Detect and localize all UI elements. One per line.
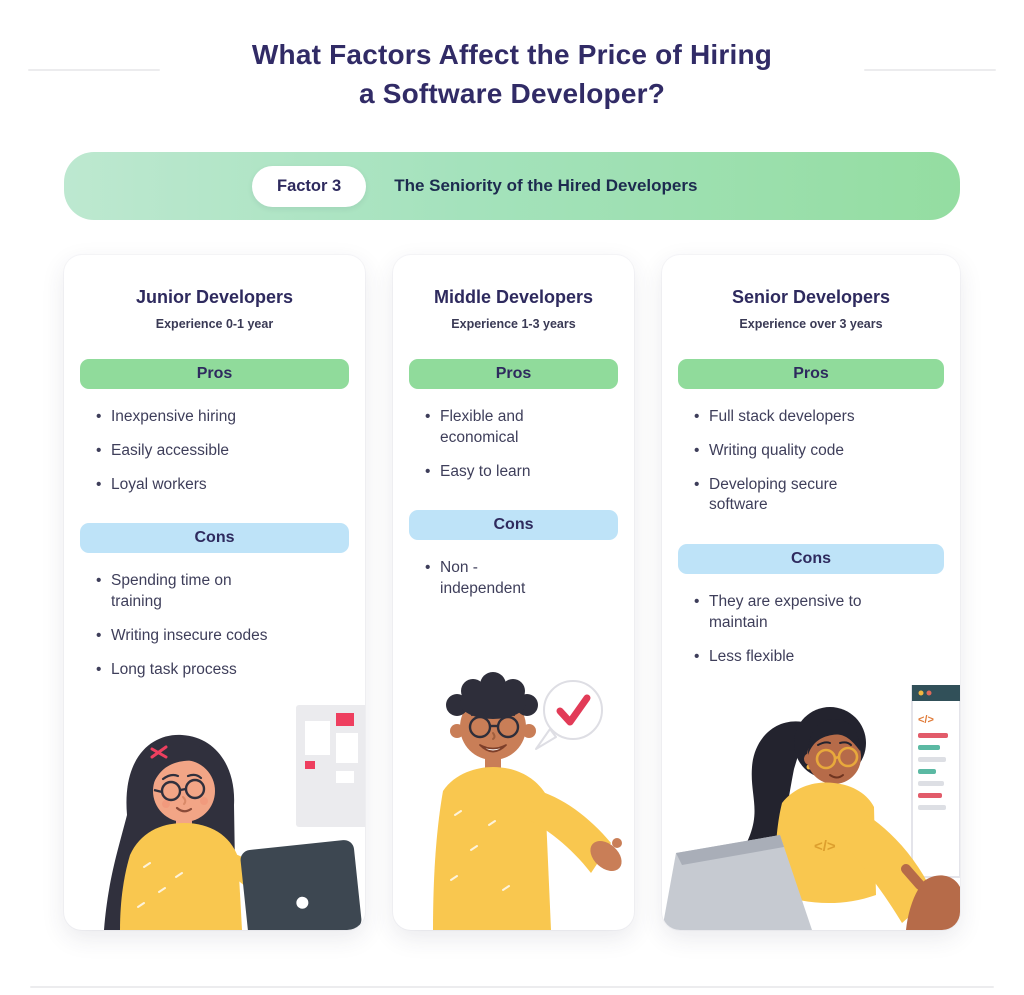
- card-senior-developers: Senior Developers Experience over 3 year…: [662, 255, 960, 930]
- pros-item: • Writing quality code: [694, 441, 944, 462]
- card-title-senior: Senior Developers: [731, 287, 891, 307]
- cons-header-junior: Cons: [80, 523, 349, 554]
- pros-list-junior: • Inexpensive hiring • Easily accessible •…: [96, 407, 349, 495]
- decorative-line-top-right: [864, 69, 996, 71]
- pros-header-senior: Pros: [678, 359, 944, 389]
- pros-item: • Full stack developers: [694, 407, 944, 428]
- pros-list-senior: • Full stack developers • Writing quality …: [694, 407, 944, 516]
- pros-item: • Flexible and economical: [425, 407, 618, 449]
- junior-developer-illustration: [64, 695, 365, 930]
- laptop-icon: [240, 840, 362, 930]
- bullet-dot: •: [694, 441, 700, 459]
- pros-item: • Developing secure software: [694, 475, 944, 517]
- page-title-line-2: a Software Developer?: [358, 77, 666, 109]
- page-title: What Factors Affect the Price of Hiring …: [0, 36, 1024, 113]
- senior-arm-and-hand: [847, 815, 960, 930]
- pros-item: • Easy to learn: [425, 462, 618, 483]
- page-title-line-1: What Factors Affect the Price of Hiring: [251, 39, 773, 70]
- bullet-dot: •: [96, 660, 102, 678]
- card-subtitle-junior: Experience 0-1 year: [155, 317, 274, 331]
- cons-list-junior: • Spending time on training • Writing inse…: [96, 571, 349, 680]
- decorative-line-bottom: [30, 986, 994, 988]
- bullet-dot: •: [96, 572, 102, 590]
- card-subtitle-middle: Experience 1-3 years: [451, 317, 576, 331]
- pros-item: • Inexpensive hiring: [96, 407, 349, 428]
- pros-header-junior: Pros: [80, 359, 349, 389]
- senior-developer-illustration: </>: [662, 685, 960, 930]
- cons-list-senior: • They are expensive to maintain • Less fl…: [694, 592, 944, 667]
- decorative-line-top-left: [28, 69, 160, 71]
- card-subtitle-senior: Experience over 3 years: [739, 317, 883, 331]
- cons-item: • Non - independent: [425, 558, 618, 600]
- bullet-dot: •: [425, 462, 431, 480]
- cons-header-senior: Cons: [678, 544, 944, 575]
- bullet-dot: •: [96, 626, 102, 644]
- cons-item: • They are expensive to maintain: [694, 592, 944, 634]
- bullet-dot: •: [694, 475, 700, 493]
- cons-item: • Writing insecure codes: [96, 626, 349, 647]
- whiteboard-icon: [296, 705, 365, 827]
- pros-header-middle: Pros: [409, 359, 618, 389]
- bullet-dot: •: [425, 559, 431, 577]
- card-title-junior: Junior Developers: [135, 287, 294, 307]
- bullet-dot: •: [694, 647, 700, 665]
- cons-item: • Less flexible: [694, 647, 944, 668]
- checkmark-bubble-icon: [535, 680, 603, 750]
- bullet-dot: •: [694, 408, 700, 425]
- cons-header-middle: Cons: [409, 510, 618, 541]
- card-middle-developers: Middle Developers Experience 1-3 years P…: [393, 255, 634, 930]
- cons-list-middle: • Non - independent: [425, 558, 618, 600]
- bullet-dot: •: [96, 441, 102, 459]
- bullet-dot: •: [694, 593, 700, 611]
- factor-number-badge: Factor 3: [252, 165, 367, 207]
- bullet-dot: •: [96, 408, 102, 425]
- cons-item: • Long task process: [96, 660, 349, 681]
- cons-item: • Spending time on training: [96, 571, 349, 613]
- bullet-dot: •: [96, 475, 102, 493]
- seniority-cards-row: Junior Developers Experience 0-1 year Pr…: [64, 255, 960, 930]
- code-window-icon: </>: [911, 685, 960, 878]
- factor-banner-title: The Seniority of the Hired Developers: [394, 176, 698, 195]
- middle-man-figure: [433, 672, 622, 930]
- bullet-dot: •: [425, 408, 431, 425]
- pros-item: • Loyal workers: [96, 475, 349, 496]
- pros-list-middle: • Flexible and economical • Easy to learn: [425, 407, 618, 482]
- card-title-middle: Middle Developers: [433, 287, 594, 307]
- junior-girl-figure: [104, 734, 286, 930]
- pros-item: • Easily accessible: [96, 441, 349, 462]
- gray-laptop-icon: [662, 835, 812, 930]
- code-glyph-shirt: </>: [814, 838, 836, 855]
- card-junior-developers: Junior Developers Experience 0-1 year Pr…: [64, 255, 365, 930]
- code-glyph-window: </>: [918, 714, 934, 726]
- middle-developer-illustration: [393, 665, 634, 930]
- factor-banner: Factor 3 The Seniority of the Hired Deve…: [64, 152, 960, 220]
- senior-woman-figure: </>: [712, 707, 876, 911]
